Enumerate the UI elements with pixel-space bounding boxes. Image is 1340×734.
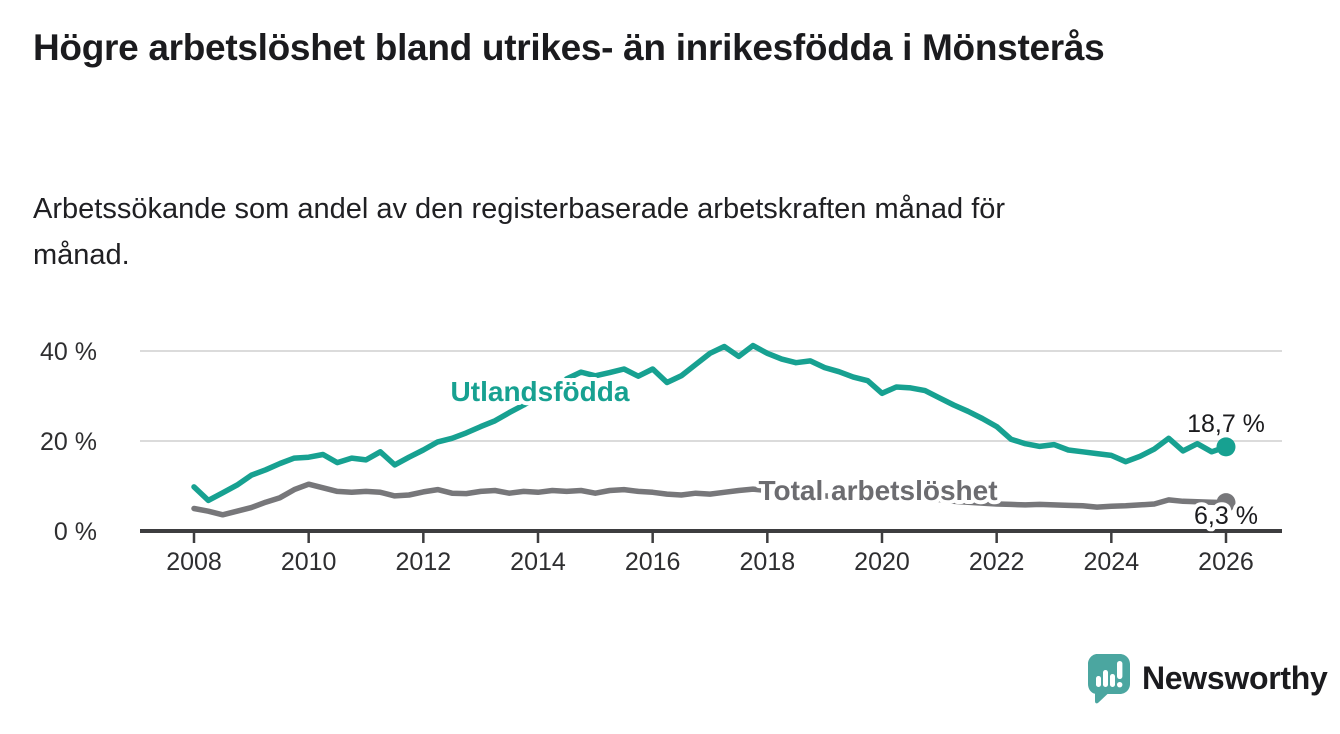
x-axis-label-2018: 2018 [740, 548, 796, 576]
end-value-label-total: 6,3 % [1194, 502, 1258, 530]
series-label-total-arbetsloshet: Total arbetslöshet [758, 475, 997, 506]
x-axis-label-2010: 2010 [281, 548, 337, 576]
x-axis-label-2016: 2016 [625, 548, 681, 576]
axis-layer: 2008 2010 2012 2014 2016 2018 2020 2022 2024 2026 [140, 529, 1282, 576]
series-line-utlandsfodda [191, 342, 1229, 504]
x-axis-label-2026: 2026 [1198, 548, 1254, 576]
page-subtitle: Arbetssökande som andel av den registerb… [33, 193, 1006, 272]
end-dot-total [1216, 493, 1236, 513]
page-title: Högre arbetslöshet bland utrikes- än inr… [33, 27, 1105, 68]
x-axis-label-2020: 2020 [854, 548, 910, 576]
x-axis-label-2014: 2014 [510, 548, 566, 576]
x-axis-label-2012: 2012 [396, 548, 452, 576]
newsworthy-branding[interactable]: Newsworthy [1087, 653, 1328, 704]
logo-exclamation-dot [1117, 682, 1123, 688]
data-series-layer [191, 342, 1236, 518]
x-axis-label-2022: 2022 [969, 548, 1025, 576]
newsworthy-wordmark: Newsworthy [1142, 660, 1328, 696]
y-axis-label-0: 0 % [54, 518, 97, 546]
end-dot-utlandsfodda [1216, 437, 1236, 457]
logo-bar-2 [1103, 670, 1108, 687]
newsworthy-logo-icon [1088, 654, 1130, 704]
logo-exclamation-bar [1117, 661, 1123, 679]
end-value-label-utlandsfodda: 18,7 % [1187, 410, 1265, 438]
series-line-total [191, 481, 1229, 518]
speech-bubble-shape [1088, 654, 1130, 704]
logo-bar-3 [1110, 674, 1115, 687]
x-axis-label-2008: 2008 [166, 548, 222, 576]
y-axis-label-40: 40 % [40, 338, 97, 366]
x-axis-label-2024: 2024 [1084, 548, 1140, 576]
chart-labels-layer: Utlandsfödda Total arbetslöshet 18,7 % 6… [447, 372, 1269, 534]
logo-bar-1 [1096, 676, 1101, 687]
series-label-utlandsfodda: Utlandsfödda [451, 376, 630, 407]
y-axis-label-20: 20 % [40, 428, 97, 456]
